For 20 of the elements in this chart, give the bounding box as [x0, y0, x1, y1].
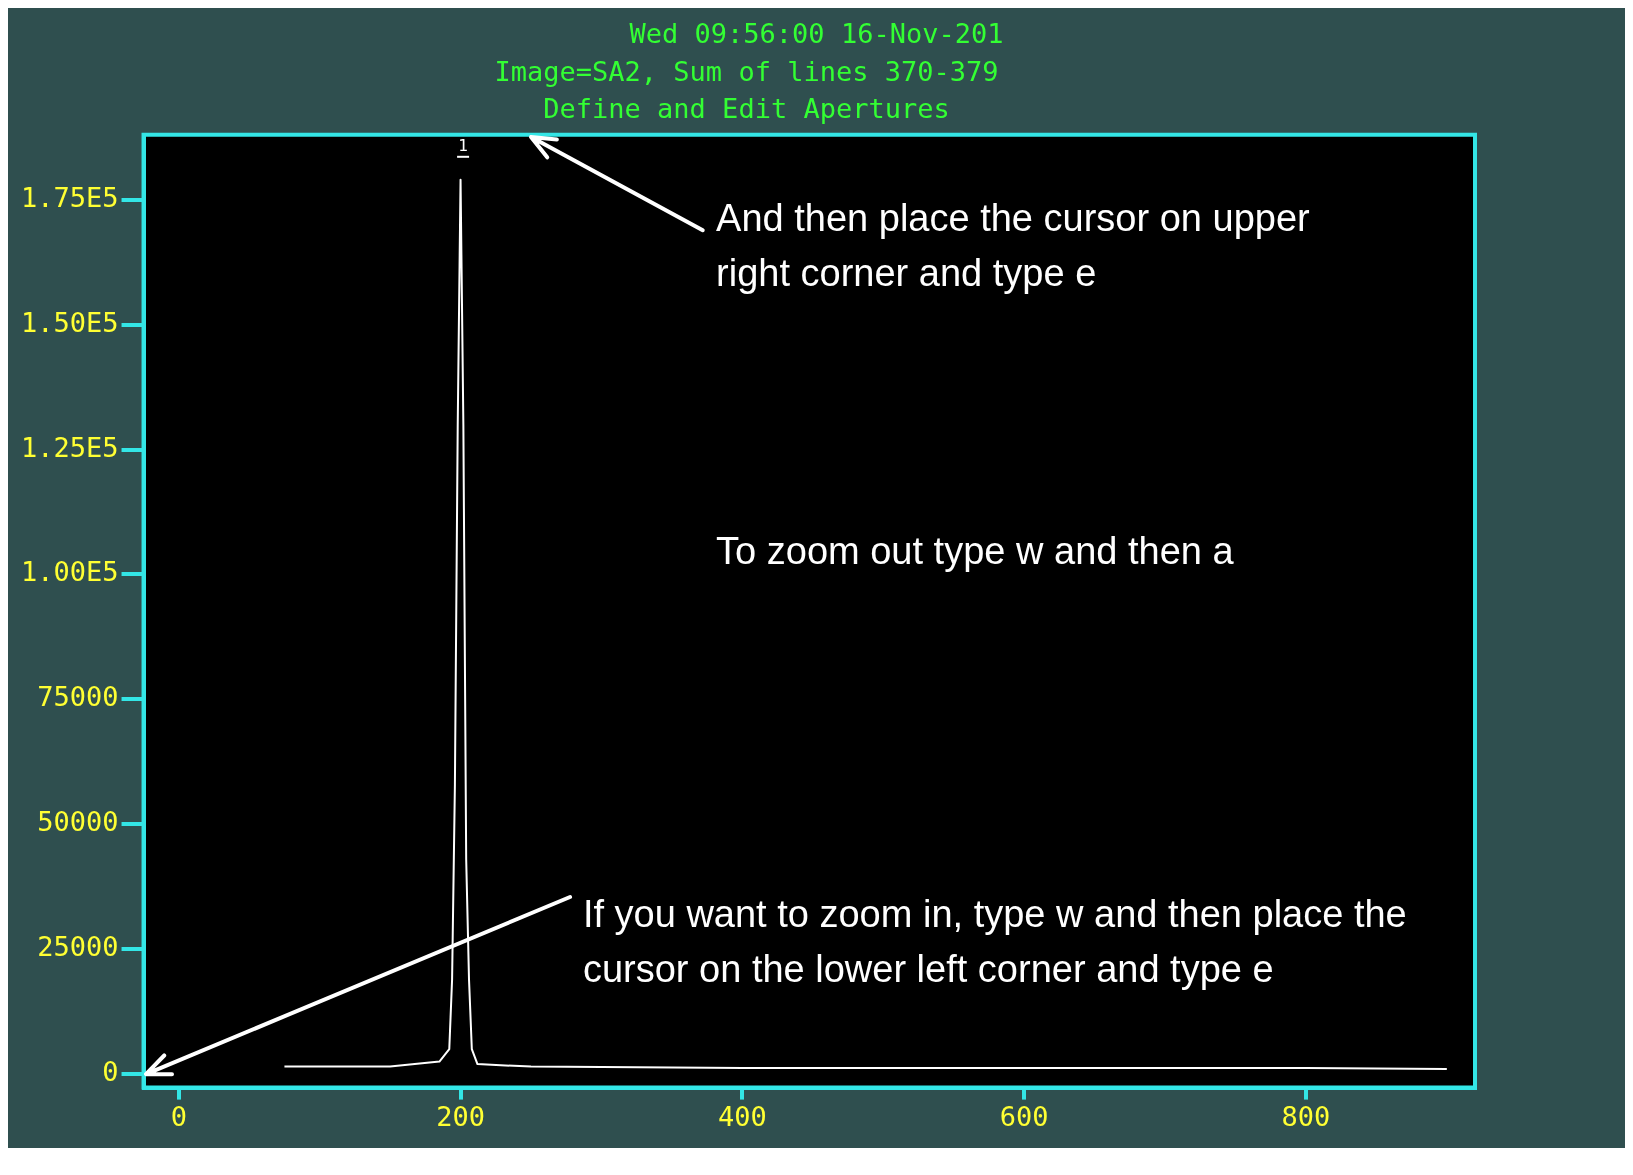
x-tick-label: 400 — [717, 1100, 767, 1132]
y-tick-label: 50000 — [37, 806, 119, 838]
y-tick-label: 1.50E5 — [20, 306, 119, 338]
y-tick-label: 75000 — [37, 681, 119, 713]
x-tick-label: 0 — [170, 1100, 187, 1132]
annotation: To zoom out type w and then a — [716, 530, 1235, 573]
x-tick-label: 800 — [1281, 1100, 1331, 1132]
chart-subtitle: Define and Edit Apertures — [543, 92, 950, 124]
y-tick-label: 25000 — [37, 931, 119, 963]
annotation: 1 — [458, 135, 468, 155]
annotation: If you want to zoom in, type w and then place the cursor on the lower left corner and type e — [582, 892, 1407, 990]
chart-title: Image=SA2, Sum of lines 370-379 — [494, 56, 999, 88]
x-tick-label: 600 — [999, 1100, 1049, 1132]
y-tick-label: 1.25E5 — [20, 431, 119, 463]
annotation: And then place the cursor on upper right corner and type e — [716, 196, 1311, 294]
y-tick-label: 1.75E5 — [20, 181, 119, 213]
x-tick-label: 200 — [436, 1100, 485, 1132]
y-tick-label: 1.00E5 — [20, 556, 119, 588]
y-tick-label: 0 — [102, 1056, 119, 1088]
text: Wed 09:56:00 16-Nov-201 — [629, 17, 1004, 49]
